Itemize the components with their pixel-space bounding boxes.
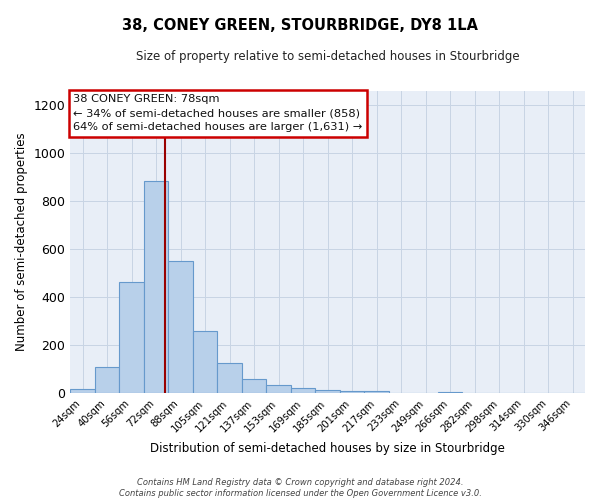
Bar: [70, 389, 95, 393]
Bar: [95, 367, 119, 393]
Bar: [340, 391, 364, 393]
Text: Contains HM Land Registry data © Crown copyright and database right 2024.
Contai: Contains HM Land Registry data © Crown c…: [119, 478, 481, 498]
Bar: [169, 261, 193, 393]
Bar: [316, 390, 340, 393]
X-axis label: Distribution of semi-detached houses by size in Stourbridge: Distribution of semi-detached houses by …: [150, 442, 505, 455]
Bar: [144, 180, 169, 393]
Text: 38, CONEY GREEN, STOURBRIDGE, DY8 1LA: 38, CONEY GREEN, STOURBRIDGE, DY8 1LA: [122, 18, 478, 32]
Bar: [242, 379, 266, 393]
Text: 38 CONEY GREEN: 78sqm
← 34% of semi-detached houses are smaller (858)
64% of sem: 38 CONEY GREEN: 78sqm ← 34% of semi-deta…: [73, 94, 362, 132]
Bar: [438, 392, 463, 393]
Bar: [119, 282, 144, 393]
Bar: [364, 392, 389, 393]
Bar: [266, 385, 291, 393]
Bar: [193, 330, 217, 393]
Bar: [217, 363, 242, 393]
Bar: [291, 388, 316, 393]
Y-axis label: Number of semi-detached properties: Number of semi-detached properties: [15, 132, 28, 351]
Title: Size of property relative to semi-detached houses in Stourbridge: Size of property relative to semi-detach…: [136, 50, 520, 63]
